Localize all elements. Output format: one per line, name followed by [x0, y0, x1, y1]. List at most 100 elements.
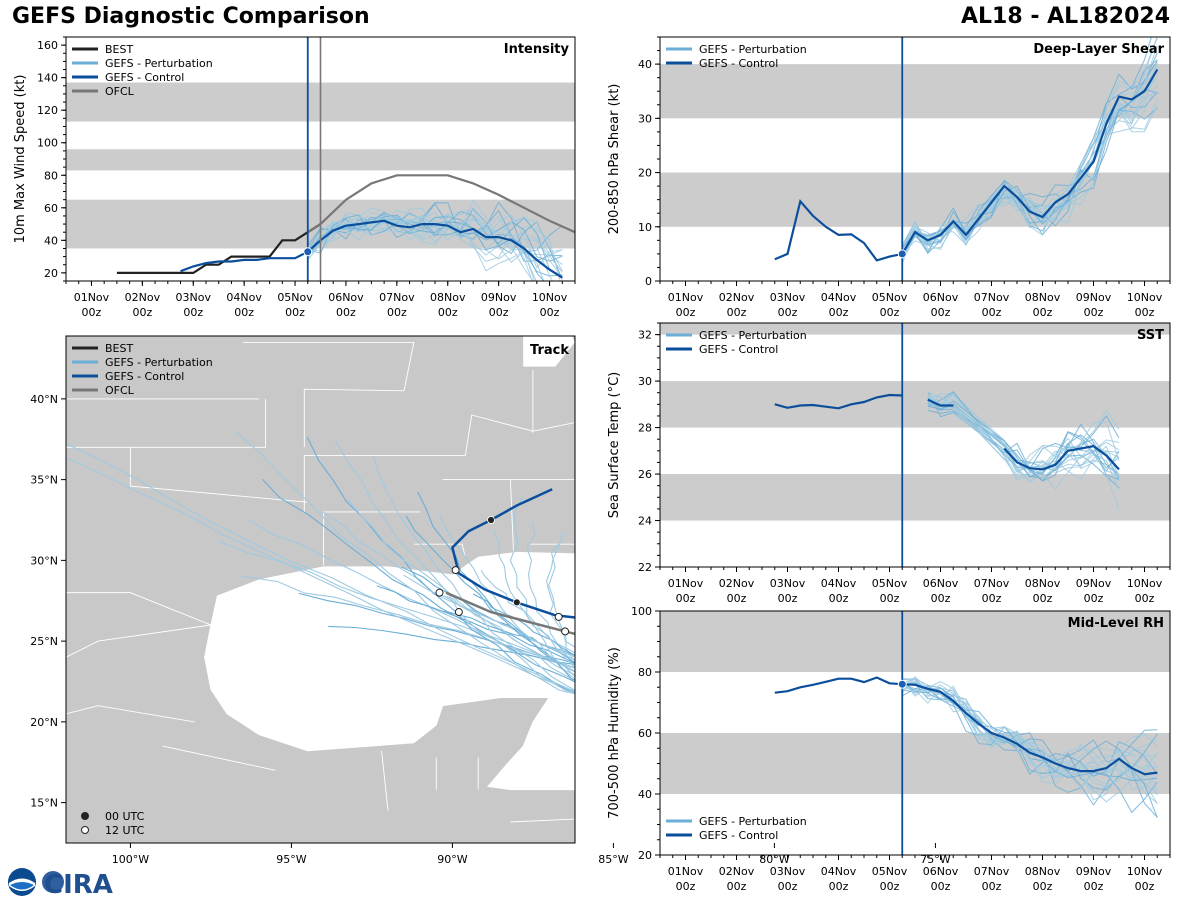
- x-tick-label: 00z: [132, 306, 152, 319]
- state-border: [413, 543, 466, 558]
- mexico-land: [66, 592, 575, 843]
- perturbation-line: [902, 683, 1158, 780]
- x-tick-label: 00z: [1033, 592, 1053, 605]
- legend-00utc-marker: [81, 812, 89, 820]
- perturbation-line: [901, 679, 1158, 804]
- track-map-area: [66, 336, 1200, 843]
- state-border: [464, 414, 575, 456]
- x-tick-label: 00z: [1033, 306, 1053, 319]
- legend-label: BEST: [105, 43, 133, 56]
- x-tick-label: 00z: [676, 306, 696, 319]
- x-tick-label: 00z: [931, 306, 951, 319]
- perturbation-line: [307, 214, 545, 281]
- legend-label: GEFS - Control: [699, 57, 778, 70]
- y-tick-label: 20: [44, 267, 58, 280]
- x-tick-label: 00z: [727, 592, 747, 605]
- x-tick-label: 03Nov: [770, 577, 806, 590]
- storm-id-title: AL18 - AL182024: [961, 4, 1170, 29]
- lon-tick-label: 85°W: [598, 853, 628, 866]
- y-tick-label: 40: [638, 58, 652, 71]
- x-tick-label: 00z: [982, 880, 1002, 893]
- shear-ylabel: 200-850 hPa Shear (kt): [607, 84, 622, 235]
- lat-tick-label: 25°N: [30, 635, 58, 648]
- y-tick-label: 100: [37, 137, 58, 150]
- x-tick-label: 00z: [880, 880, 900, 893]
- perturbation-track: [247, 518, 575, 676]
- perturbation-track: [261, 478, 575, 683]
- x-tick-label: 04Nov: [821, 577, 857, 590]
- perturbation-track: [66, 456, 575, 695]
- y-tick-label: 30: [638, 112, 652, 125]
- perturbation-line: [902, 682, 1158, 772]
- x-tick-label: 00z: [829, 592, 849, 605]
- x-tick-label: 00z: [829, 880, 849, 893]
- x-tick-label: 02Nov: [719, 865, 755, 878]
- perturbation-track: [298, 592, 575, 664]
- perturbation-line: [902, 684, 1158, 777]
- x-tick-label: 05Nov: [277, 291, 313, 304]
- perturbation-track: [439, 514, 575, 673]
- lat-tick-label: 15°N: [30, 797, 58, 810]
- x-tick-label: 00z: [1084, 306, 1104, 319]
- x-tick-label: 00z: [1033, 880, 1053, 893]
- sst-panel: 22 24 26 28 30 32 01Nov 00z 02Nov 00z 03Nov 00z 04No…: [607, 322, 1171, 605]
- x-tick-label: 08Nov: [1025, 865, 1061, 878]
- x-tick-label: 07Nov: [974, 577, 1010, 590]
- perturbation-line: [902, 683, 1158, 768]
- lon-tick-label: 100°W: [112, 853, 149, 866]
- perturbation-track: [376, 585, 575, 663]
- x-tick-label: 10Nov: [532, 291, 568, 304]
- y-tick-label: 40: [44, 234, 58, 247]
- x-tick-label: 07Nov: [379, 291, 415, 304]
- x-tick-label: 03Nov: [770, 865, 806, 878]
- lon-tick-label: 95°W: [276, 853, 306, 866]
- perturbation-line: [901, 88, 1158, 254]
- perturbation-track: [526, 523, 575, 664]
- perturbation-line: [927, 395, 1120, 473]
- marker-12utc: [554, 612, 563, 621]
- lat-tick-label: 30°N: [30, 554, 58, 567]
- intensity-panel-title: Intensity: [504, 42, 570, 57]
- shear-panel: 0 10 20 30 40 01Nov 00z 02Nov 00z 03Nov 00z 04Nov 00…: [607, 36, 1171, 319]
- y-tick-label: 40: [638, 788, 652, 801]
- perturbation-line: [902, 678, 1158, 814]
- perturbation-track: [328, 625, 575, 666]
- marker-12utc: [454, 608, 463, 617]
- perturbation-track: [417, 491, 575, 681]
- usa-land: [66, 336, 575, 626]
- lon-tick-label: 75°W: [920, 853, 950, 866]
- x-tick-label: 00z: [778, 592, 798, 605]
- x-tick-label: 00z: [1135, 880, 1155, 893]
- perturbation-track: [372, 456, 575, 692]
- x-tick-label: 00z: [336, 306, 356, 319]
- x-tick-label: 07Nov: [974, 865, 1010, 878]
- x-tick-label: 00z: [1084, 880, 1104, 893]
- puerto-rico-land: [1187, 746, 1200, 754]
- state-border: [529, 543, 575, 545]
- country-border: [162, 745, 276, 771]
- legend-label: OFCL: [105, 85, 135, 98]
- marker-00utc: [512, 598, 521, 607]
- intensity-plot-area: [66, 37, 575, 281]
- rh-panel: 20 40 60 80 100 01Nov 00z 02Nov 00z 03Nov 00z 04Nov…: [607, 605, 1171, 893]
- legend-label: GEFS - Perturbation: [699, 815, 807, 828]
- shear-band-0: [660, 172, 1170, 227]
- track-frame: [65, 335, 576, 844]
- country-border: [510, 818, 575, 823]
- legend-label: GEFS - Control: [699, 829, 778, 842]
- y-tick-label: 80: [44, 169, 58, 182]
- perturbation-track: [347, 499, 575, 681]
- legend-label: GEFS - Control: [105, 370, 184, 383]
- legend-label: 12 UTC: [105, 824, 145, 837]
- perturbation-track: [546, 533, 575, 661]
- y-tick-label: 140: [37, 72, 58, 85]
- y-tick-label: 32: [638, 329, 652, 342]
- intensity-ylabel: 10m Max Wind Speed (kt): [13, 75, 28, 244]
- marker-00utc: [487, 516, 495, 524]
- x-tick-label: 00z: [1135, 592, 1155, 605]
- country-border: [66, 624, 211, 658]
- page-title: GEFS Diagnostic Comparison: [12, 4, 370, 29]
- legend-label: GEFS - Perturbation: [699, 43, 807, 56]
- y-tick-label: 30: [638, 375, 652, 388]
